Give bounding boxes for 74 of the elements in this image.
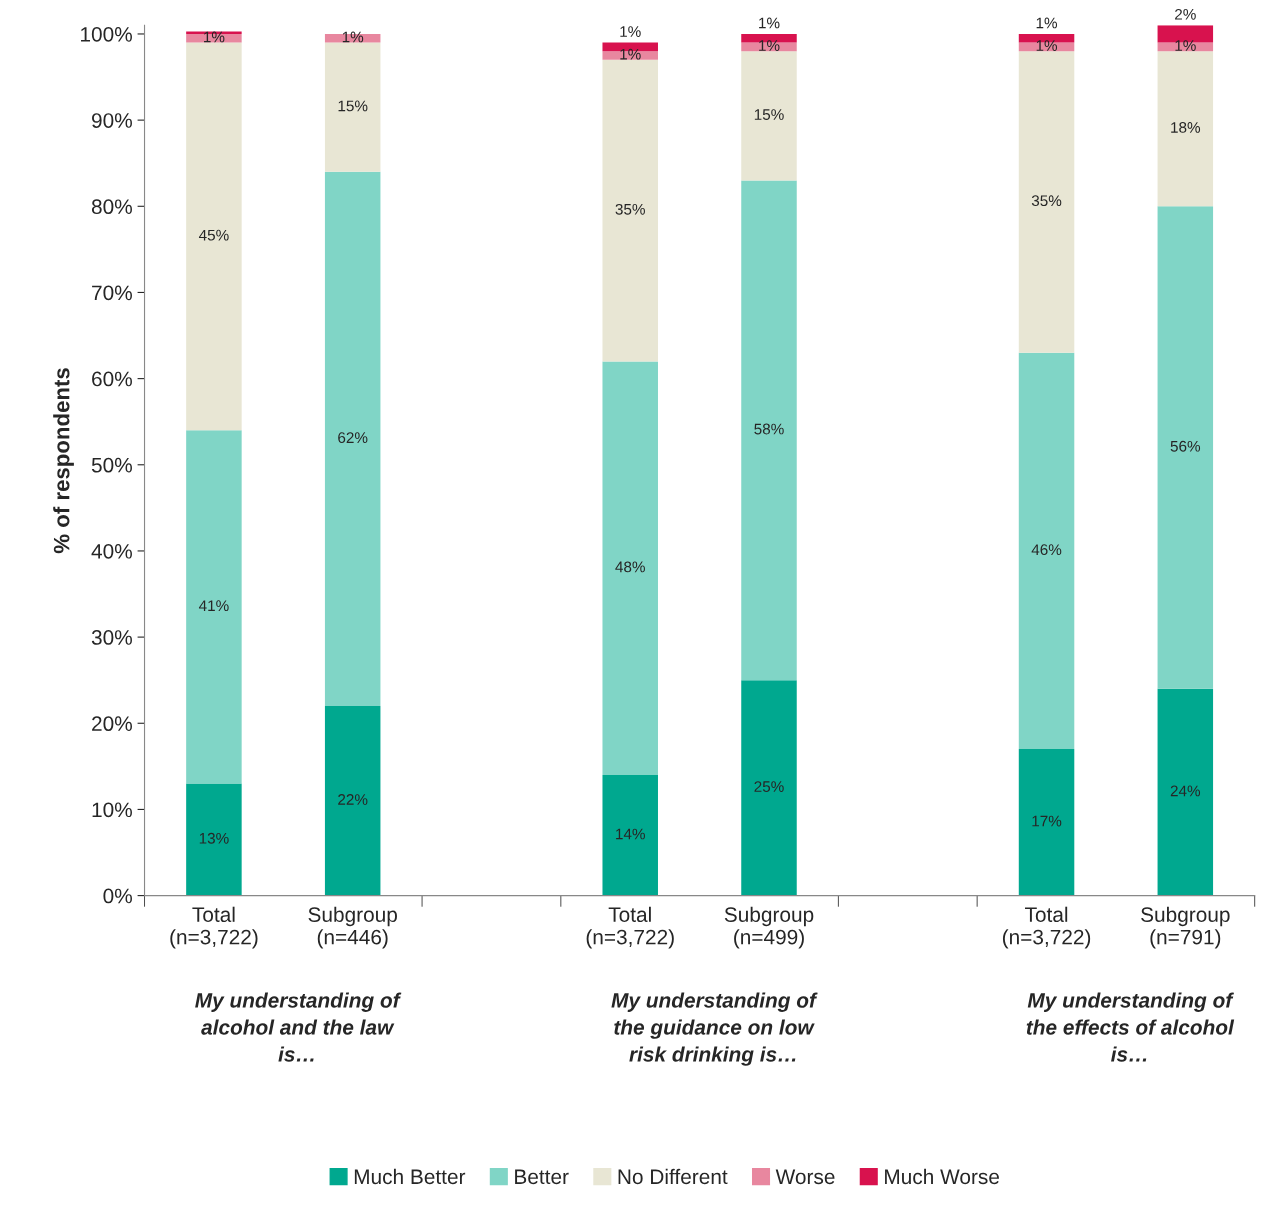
bar: [741, 51, 797, 181]
data-label: 1%: [204, 31, 225, 43]
bar: [1157, 688, 1214, 896]
legend-label: Worse: [775, 1169, 835, 1185]
y-tick-label: 10%: [92, 802, 132, 818]
x-tick-label: Subgroup (n=499): [724, 906, 814, 949]
y-tick-label: 80%: [91, 199, 132, 215]
legend-label: Much Worse: [885, 1168, 999, 1185]
bar: [1157, 206, 1214, 689]
bar: [602, 59, 658, 362]
text: My understanding of the guidance on low risk drinking is…: [611, 992, 818, 1066]
y-tick-label: 90%: [92, 113, 132, 128]
y-tick-label: 0%: [103, 888, 132, 904]
text: My understanding of alcohol and the law is…: [195, 992, 402, 1062]
data-label: 1%: [1036, 17, 1058, 29]
data-label: 17%: [1032, 815, 1062, 827]
bar: [186, 430, 242, 784]
data-label: 1%: [759, 17, 780, 29]
data-label: 1%: [1175, 40, 1196, 51]
bar: [186, 783, 242, 896]
bar: [324, 42, 381, 172]
data-label: 1%: [342, 31, 364, 43]
bar: [602, 774, 658, 896]
y-tick-label: 30%: [91, 630, 132, 645]
y-axis-title: % of respondents: [53, 368, 74, 554]
bar: [186, 33, 242, 43]
y-tick-label: 60%: [92, 371, 132, 387]
bar: [741, 680, 797, 896]
bar: [1018, 51, 1075, 353]
y-tick-label: 50%: [91, 457, 132, 473]
bar: [324, 171, 381, 707]
bar: [1018, 352, 1075, 750]
bar: [1018, 749, 1075, 896]
data-label: 25%: [754, 781, 784, 792]
data-label: 1%: [759, 40, 780, 51]
data-label: 56%: [1170, 440, 1201, 452]
legend-label: No Different: [618, 1168, 728, 1185]
legend-label: Much Better: [354, 1168, 466, 1185]
data-label: 45%: [198, 229, 229, 241]
text: My understanding of the effects of alcohol is…: [1026, 992, 1235, 1062]
data-label: 15%: [754, 109, 784, 120]
bar: [741, 180, 797, 681]
bar: [1157, 51, 1214, 207]
data-label: 62%: [338, 432, 368, 444]
data-label: 22%: [338, 794, 368, 805]
data-label: 24%: [1170, 785, 1201, 797]
x-tick-label: Subgroup (n=791): [1141, 906, 1230, 949]
bar: [602, 361, 658, 775]
data-label: 1%: [1036, 40, 1058, 51]
y-tick-label: 70%: [92, 285, 132, 301]
x-tick-label: Total (n=3,722): [170, 906, 258, 949]
data-label: 46%: [1031, 544, 1062, 556]
x-tick-label: Total (n=3,722): [1002, 906, 1091, 949]
data-label: 1%: [620, 48, 641, 60]
data-label: 14%: [616, 828, 645, 840]
x-tick-label: Total (n=3,722): [586, 906, 674, 949]
y-tick-label: 40%: [91, 543, 132, 559]
data-label: 35%: [1031, 195, 1062, 207]
data-label: 35%: [615, 203, 645, 215]
bar: [186, 42, 242, 431]
y-tick-label: 100%: [81, 26, 132, 42]
bar: [324, 706, 381, 896]
legend-label: Better: [515, 1169, 569, 1185]
y-tick-label: 20%: [92, 716, 132, 732]
data-label: 58%: [754, 423, 784, 435]
data-label: 13%: [199, 832, 229, 844]
bar: [324, 33, 381, 43]
data-label: 48%: [615, 561, 645, 573]
data-label: 41%: [198, 600, 229, 611]
data-label: 18%: [1171, 122, 1201, 133]
data-label: 1%: [620, 26, 641, 37]
data-label: 15%: [338, 100, 368, 112]
data-label: 2%: [1175, 8, 1196, 20]
x-tick-label: Subgroup (n=446): [308, 906, 397, 949]
